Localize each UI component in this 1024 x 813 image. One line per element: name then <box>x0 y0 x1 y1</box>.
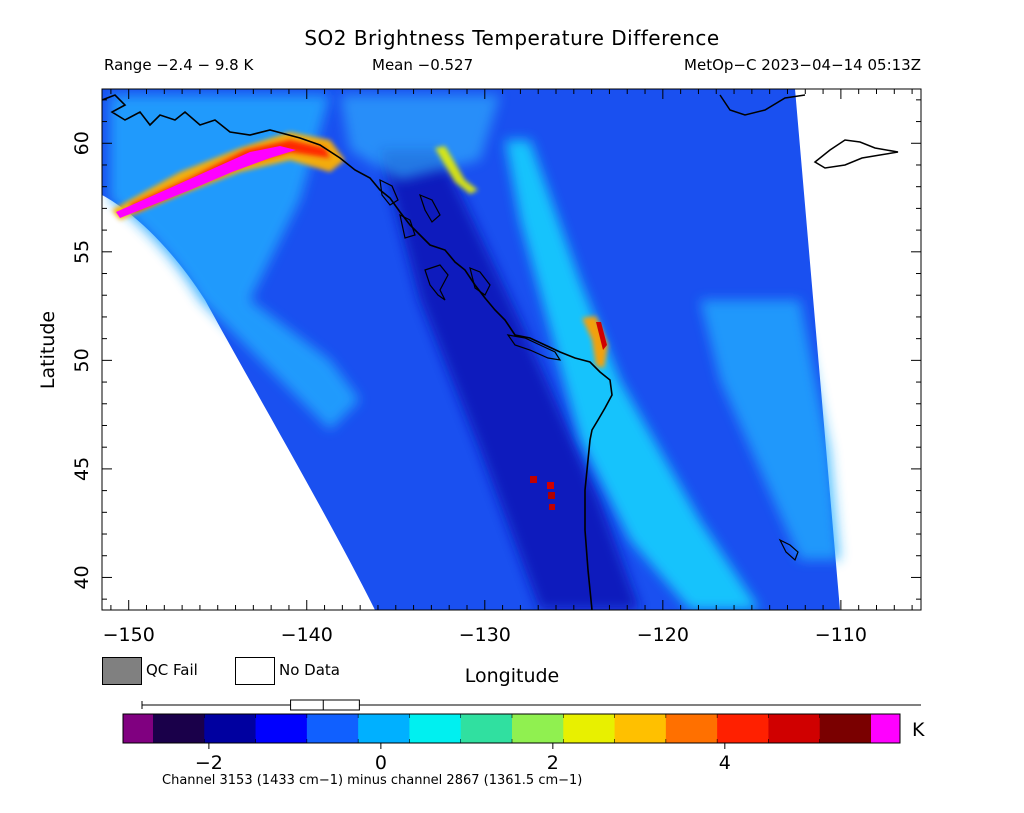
x-axis: −150 −140 −130 −120 −110 <box>103 89 913 646</box>
colorbar-under-swatch <box>123 714 153 743</box>
footnote: Channel 3153 (1433 cm−1) minus channel 2… <box>162 773 583 788</box>
coastline-islands <box>379 178 562 361</box>
boxplot-box <box>290 699 360 711</box>
y-axis-label: Latitude <box>37 311 59 389</box>
y-tick-label: 60 <box>71 131 93 155</box>
x-tick-label: −150 <box>103 624 155 646</box>
colorbar-tick-label: 4 <box>719 752 731 774</box>
x-tick-label: −130 <box>459 624 511 646</box>
x-axis-label: Longitude <box>464 665 560 687</box>
streak-southern-bc-core <box>596 322 607 350</box>
coastline-alaska <box>102 94 613 610</box>
colorbar-segment <box>255 714 308 743</box>
colorbar-segment <box>819 714 872 743</box>
streak-coast-mountains <box>435 146 478 194</box>
colorbar-segment <box>563 714 616 743</box>
colorbar-unit: K <box>912 719 925 741</box>
coastline-northeast-lake <box>813 139 899 169</box>
coastline-lake-small <box>778 538 799 562</box>
qc-fail-swatch <box>102 657 142 685</box>
colorbar-segment <box>512 714 564 743</box>
swath-right-cyan <box>700 300 840 560</box>
colorbar-segment <box>460 714 513 743</box>
swath-cyan-band <box>505 140 760 610</box>
colorbar-segment <box>306 714 359 743</box>
colorbar <box>122 713 901 744</box>
y-tick-label: 40 <box>71 565 93 589</box>
colorbar-over-swatch <box>871 714 900 743</box>
y-tick-label: 55 <box>71 240 93 264</box>
no-data-label: No Data <box>279 661 340 679</box>
colorbar-boxplot <box>141 699 921 711</box>
colorbar-segment <box>153 714 205 743</box>
oregon-pixel-1 <box>530 476 537 483</box>
satellite-time-label: MetOp−C 2023−04−14 05:13Z <box>684 56 921 74</box>
x-tick-label: −120 <box>637 624 689 646</box>
colorbar-segment <box>768 714 821 743</box>
y-tick-label: 45 <box>71 457 93 481</box>
oregon-pixel-3 <box>548 492 555 499</box>
map-area <box>102 89 921 610</box>
range-label: Range −2.4 − 9.8 K <box>104 56 254 74</box>
y-axis: 40 45 50 55 60 <box>71 99 921 600</box>
streak-southern-bc <box>582 316 608 368</box>
colorbar-segment <box>717 714 769 743</box>
colorbar-tick-label: 2 <box>547 752 559 774</box>
colorbar-ticks: −2 0 2 4 <box>195 743 731 774</box>
plot-frame <box>101 88 922 611</box>
oregon-pixel-2 <box>547 482 554 489</box>
x-tick-label: −110 <box>815 624 867 646</box>
colorbar-segment <box>614 714 667 743</box>
colorbar-tick-label: 0 <box>375 752 387 774</box>
colorbar-segment <box>665 714 718 743</box>
oregon-pixel-4 <box>549 504 555 510</box>
x-tick-label: −140 <box>281 624 333 646</box>
mean-label: Mean −0.527 <box>372 56 474 74</box>
qc-fail-label: QC Fail <box>146 661 198 679</box>
colorbar-frame <box>122 713 901 744</box>
chart-title: SO2 Brightness Temperature Difference <box>304 26 720 50</box>
colorbar-segment <box>358 714 410 743</box>
coastline-northeast-top <box>719 94 806 116</box>
colorbar-tick-label: −2 <box>195 752 223 774</box>
plume-magenta <box>116 146 296 218</box>
swath-dark-band <box>380 150 640 610</box>
colorbar-segment <box>409 714 462 743</box>
swath-north-light <box>340 95 500 180</box>
y-tick-label: 50 <box>71 348 93 372</box>
no-data-swatch <box>235 657 275 685</box>
colorbar-segment <box>204 714 257 743</box>
plume-outer <box>112 132 345 220</box>
